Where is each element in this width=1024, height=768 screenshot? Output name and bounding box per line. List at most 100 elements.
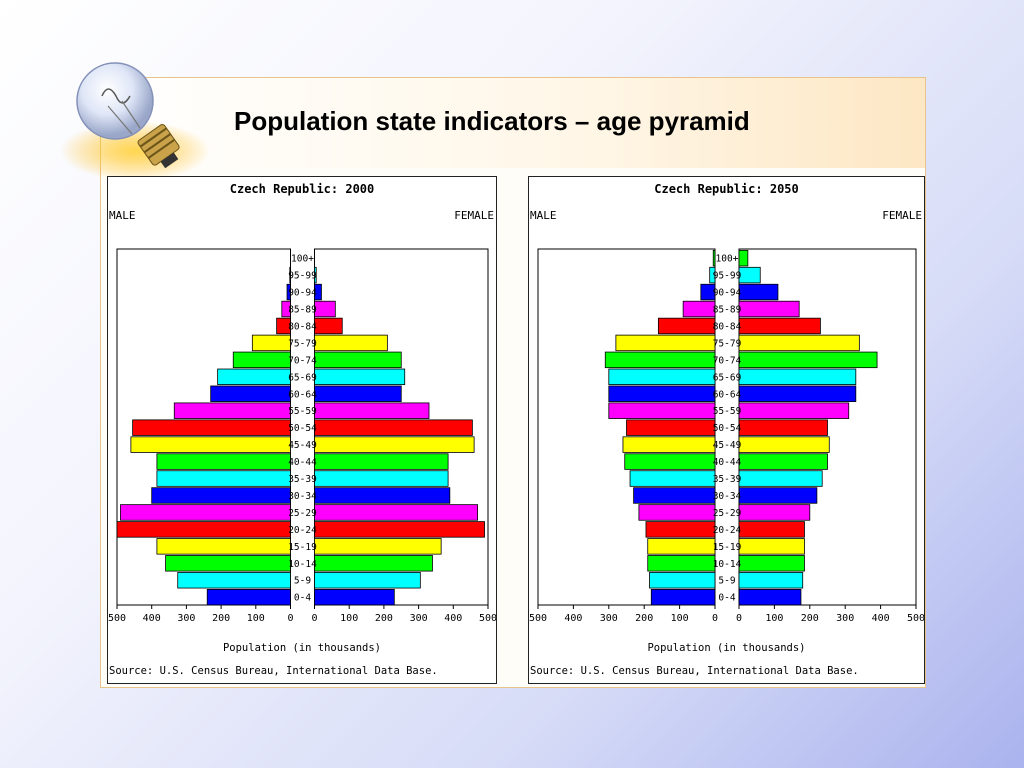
male-bar-25-29 [638,504,716,521]
x-tick-label: 0 [287,613,293,624]
female-bar-85-89 [314,300,336,318]
age-label: 90-94 [713,288,742,299]
male-bar-0-4 [650,589,716,606]
age-label: 70-74 [288,355,317,366]
chart-2050: Czech Republic: 2050 MALE FEMALE 0-4 5-9 10-1… [529,182,924,677]
female-bar-80-84 [314,317,343,335]
female-bar-50-54 [738,419,828,436]
male-bar-35-39 [156,470,291,487]
x-tick-label: 100 [340,613,358,624]
female-bar-35-39 [314,470,449,487]
source-note: Source: U.S. Census Bureau, Internationa… [109,665,438,677]
female-bar-75-79 [314,334,388,352]
female-bar-80-84 [738,317,821,335]
age-label: 20-24 [288,525,317,536]
female-bar-10-14 [738,555,805,572]
male-bar-55-59 [608,402,716,419]
x-tick-label: 400 [872,613,890,624]
female-label: FEMALE [454,209,494,222]
male-bar-40-44 [156,453,291,470]
age-label: 70-74 [713,355,742,366]
x-tick-label: 100 [671,613,689,624]
age-label: 15-19 [288,542,317,553]
age-label: 40-44 [288,457,317,468]
male-bar-80-84 [657,317,716,335]
age-label: 50-54 [288,423,317,434]
female-label: FEMALE [882,209,922,222]
age-label: 0-4 [718,593,735,604]
female-bar-10-14 [314,555,433,572]
chart-2050-panel: Czech Republic: 2050 MALE FEMALE 0-4 5-9 10-1… [528,176,925,684]
age-label: 15-19 [713,542,742,553]
female-bar-60-64 [314,385,402,402]
male-bar-65-69 [608,368,716,386]
x-tick-label: 500 [529,613,547,624]
female-bar-40-44 [738,453,828,470]
x-tick-label: 400 [444,613,462,624]
age-label: 35-39 [713,474,742,485]
male-bar-95-99 [289,266,291,284]
chart-2000: Czech Republic: 2000 MALE FEMALE 0-4 5-9 10-1… [108,182,496,677]
age-label: 30-34 [713,491,742,502]
male-bar-20-24 [645,521,716,538]
male-bar-30-34 [633,487,716,504]
female-bar-45-49 [738,436,830,453]
age-label: 95-99 [288,271,317,282]
age-label: 80-84 [713,321,742,332]
male-bar-65-69 [217,368,291,386]
x-axis-label: Population (in thousands) [647,642,805,654]
x-tick-label: 100 [765,613,783,624]
male-bar-70-74 [604,351,716,369]
female-bar-15-19 [314,538,442,555]
age-label: 50-54 [713,423,742,434]
male-bar-85-89 [682,300,716,318]
slide-title: Population state indicators – age pyrami… [234,106,750,136]
male-bar-80-84 [276,317,291,335]
age-label: 80-84 [288,321,317,332]
female-bar-30-34 [314,487,451,504]
female-bar-30-34 [738,487,818,504]
female-bar-95-99 [738,266,761,284]
x-tick-label: 500 [108,613,126,624]
male-bar-60-64 [608,385,716,402]
age-label: 10-14 [288,559,317,570]
source-note: Source: U.S. Census Bureau, Internationa… [530,665,859,677]
male-bar-25-29 [120,504,291,521]
female-bar-50-54 [314,419,473,436]
male-bar-10-14 [647,555,716,572]
female-bar-5-9 [314,572,421,589]
male-bar-45-49 [622,436,716,453]
female-bar-65-69 [738,368,857,386]
age-label: 85-89 [288,305,317,316]
age-label: 0-4 [294,593,311,604]
age-label: 75-79 [713,338,742,349]
chart-title: Czech Republic: 2000 [230,182,375,196]
x-tick-label: 400 [564,613,582,624]
x-tick-label: 200 [801,613,819,624]
female-bar-15-19 [738,538,805,555]
age-label: 95-99 [713,271,742,282]
male-bar-90-94 [286,283,291,301]
chart-2000-panel: Czech Republic: 2000 MALE FEMALE 0-4 5-9 10-1… [107,176,497,684]
age-label: 65-69 [288,372,317,383]
male-bar-10-14 [165,555,291,572]
female-bar-70-74 [738,351,878,369]
x-tick-label: 300 [600,613,618,624]
male-label: MALE [109,209,136,222]
female-bar-5-9 [738,572,804,589]
age-label: 5-9 [294,576,311,587]
x-tick-label: 300 [177,613,195,624]
female-bar-70-74 [314,351,402,369]
age-label: 100+ [291,254,314,265]
male-bar-70-74 [232,351,291,369]
female-bar-60-64 [738,385,857,402]
male-bar-15-19 [156,538,291,555]
x-tick-label: 500 [479,613,496,624]
male-bar-60-64 [210,385,291,402]
male-bar-15-19 [647,538,716,555]
female-bar-95-99 [314,266,317,284]
age-label: 30-34 [288,491,317,502]
female-bar-25-29 [738,504,811,521]
age-label: 65-69 [713,372,742,383]
chart-title: Czech Republic: 2050 [654,182,799,196]
